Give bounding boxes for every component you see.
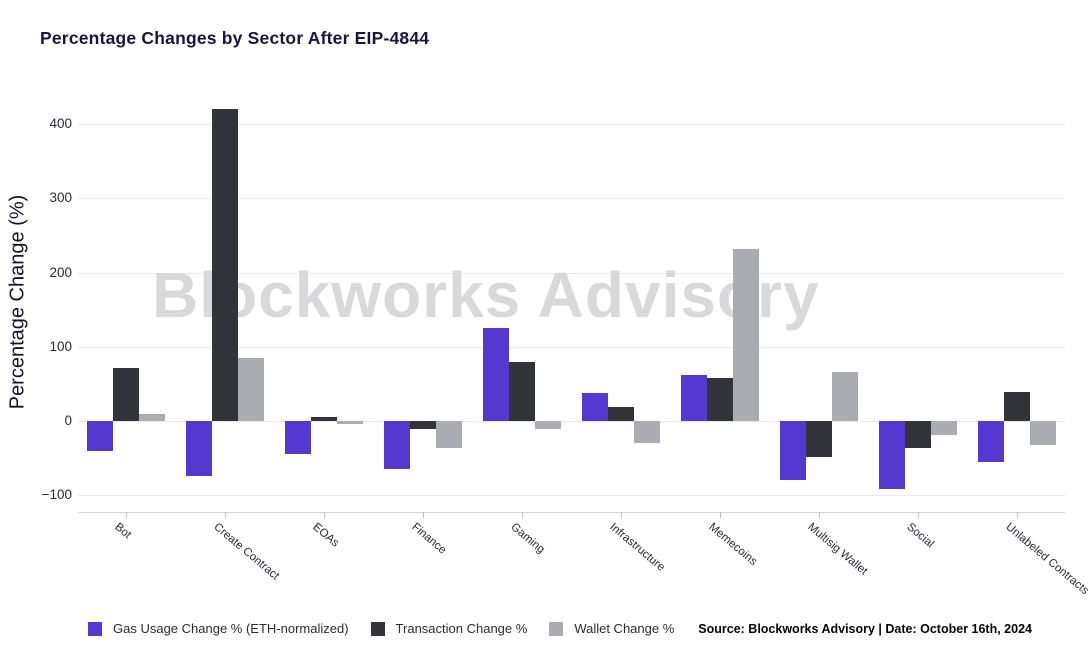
chart-title: Percentage Changes by Sector After EIP-4… <box>40 28 430 48</box>
gridline <box>78 346 1065 348</box>
x-tick-mark <box>522 512 523 518</box>
gridline <box>78 272 1065 274</box>
gridline <box>78 124 1065 125</box>
y-tick-label: −100 <box>41 487 72 503</box>
x-tick-mark <box>126 512 127 518</box>
bar[interactable] <box>806 421 832 458</box>
x-tick-mark <box>918 512 919 518</box>
y-tick-label: 200 <box>49 264 72 280</box>
bar[interactable] <box>1030 421 1056 445</box>
y-tick-label: 400 <box>49 116 72 131</box>
wallet-swatch-icon <box>549 621 564 636</box>
x-category-label: Social <box>904 521 936 551</box>
y-tick-label: 100 <box>49 338 72 354</box>
x-tick-mark <box>720 512 721 518</box>
gridline <box>78 495 1065 497</box>
bar[interactable] <box>337 421 363 424</box>
x-category-label: Memecoins <box>706 521 760 568</box>
bar[interactable] <box>509 362 535 421</box>
gas-usage-swatch-icon <box>88 621 102 636</box>
bar[interactable] <box>238 357 264 421</box>
bar[interactable] <box>186 421 212 476</box>
x-category-label: Unlabeled Contracts <box>1003 521 1090 598</box>
bar[interactable] <box>483 328 509 421</box>
x-tick-mark <box>819 512 820 518</box>
bar[interactable] <box>707 377 733 421</box>
x-category-label: Create Contract <box>211 521 282 583</box>
bar[interactable] <box>582 392 608 421</box>
bar[interactable] <box>212 109 238 421</box>
gridline <box>78 198 1065 200</box>
x-category-label: Infrastructure <box>607 521 667 574</box>
x-category-label: Bot <box>112 521 134 542</box>
legend-item-transaction[interactable]: Transaction Change % <box>370 621 528 636</box>
source-note: Source: Blockworks Advisory | Date: Octo… <box>698 621 1032 636</box>
bar[interactable] <box>535 421 561 430</box>
x-axis-line <box>78 512 1065 513</box>
bar[interactable] <box>87 421 113 451</box>
bar[interactable] <box>285 421 311 455</box>
legend: Gas Usage Change % (ETH-normalized) Tran… <box>88 621 1032 636</box>
legend-label: Wallet Change % <box>574 621 675 636</box>
y-tick-label: 300 <box>49 190 72 206</box>
x-category-label: Gaming <box>508 521 547 557</box>
bar[interactable] <box>978 421 1004 462</box>
bar[interactable] <box>139 414 165 421</box>
transaction-swatch-icon <box>370 621 385 636</box>
x-tick-mark <box>324 512 325 518</box>
x-tick-mark <box>1017 512 1018 518</box>
legend-item-gas-usage[interactable]: Gas Usage Change % (ETH-normalized) <box>88 621 349 636</box>
bar[interactable] <box>905 421 931 448</box>
x-tick-mark <box>621 512 622 518</box>
bar[interactable] <box>1004 392 1030 421</box>
bar[interactable] <box>384 421 410 470</box>
bar[interactable] <box>608 406 634 421</box>
x-tick-mark <box>423 512 424 518</box>
bar[interactable] <box>410 421 436 430</box>
bar[interactable] <box>681 374 707 421</box>
x-category-label: Multisig Wallet <box>805 521 870 578</box>
x-tick-mark <box>225 512 226 518</box>
gridline <box>78 421 1065 422</box>
bar[interactable] <box>634 421 660 444</box>
bar[interactable] <box>931 421 957 436</box>
x-category-label: Finance <box>409 521 449 557</box>
bar[interactable] <box>436 421 462 448</box>
legend-label: Gas Usage Change % (ETH-normalized) <box>113 621 349 636</box>
legend-label: Transaction Change % <box>395 621 528 636</box>
bar[interactable] <box>879 421 905 490</box>
bar[interactable] <box>733 248 759 421</box>
bar[interactable] <box>780 421 806 481</box>
legend-item-wallet[interactable]: Wallet Change % <box>549 621 674 636</box>
bar[interactable] <box>113 367 139 421</box>
bar[interactable] <box>311 417 337 421</box>
watermark: Blockworks Advisory <box>152 259 820 331</box>
x-category-label: EOAs <box>310 521 342 550</box>
y-tick-label: 0 <box>64 413 72 428</box>
bar[interactable] <box>832 371 858 421</box>
